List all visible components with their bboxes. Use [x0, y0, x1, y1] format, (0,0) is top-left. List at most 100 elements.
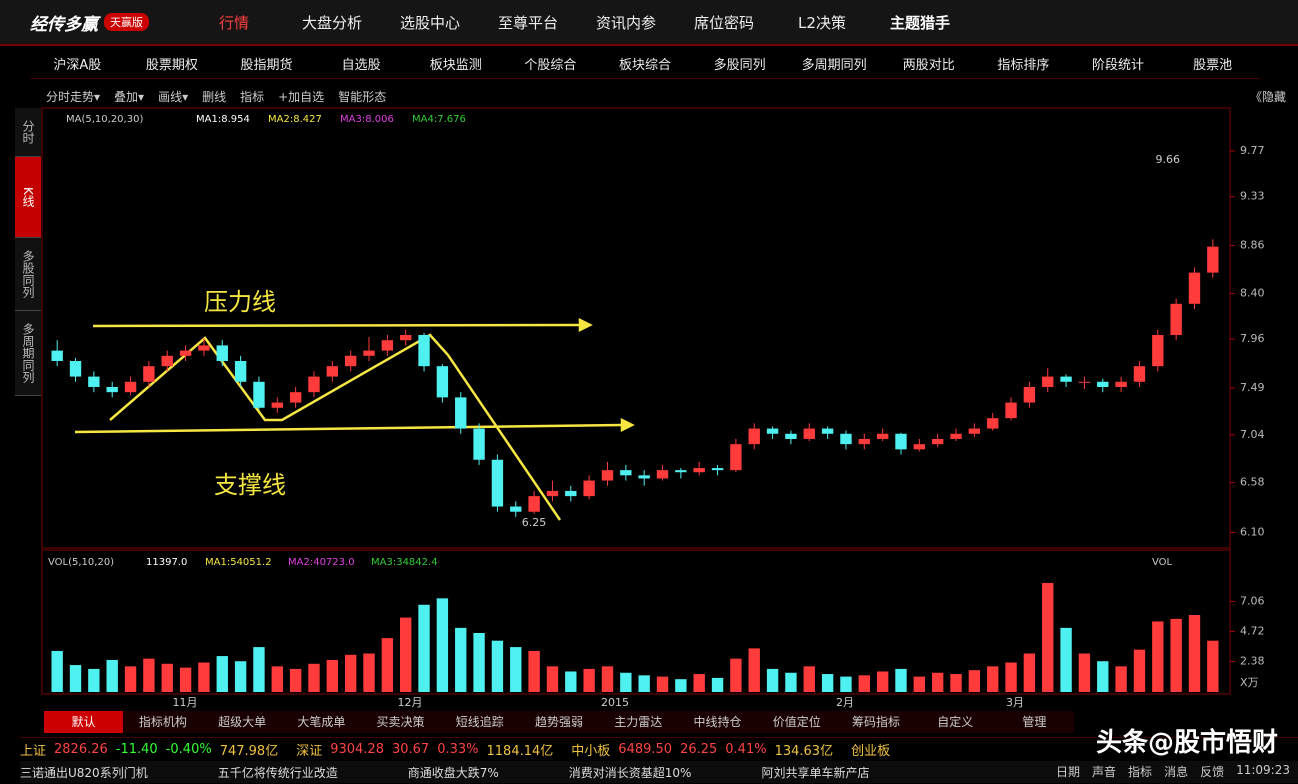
status-item[interactable]: 声音: [1092, 765, 1117, 779]
volume-bar: [1188, 615, 1201, 692]
nav-item[interactable]: 多股同列: [713, 57, 766, 73]
candle-body: [638, 475, 650, 479]
menu: 行情 大盘分析 选股中心 至尊平台 资讯内参 席位密码 L2决策 主题猎手: [185, 12, 969, 33]
bottom-tab[interactable]: 筹码指标: [851, 715, 900, 729]
arrow-head: [620, 417, 635, 433]
bottom-tab[interactable]: 指标机构: [138, 715, 187, 729]
bottom-tab[interactable]: 大笔成单: [297, 715, 346, 729]
nav-item[interactable]: 阶段统计: [1092, 57, 1145, 73]
status-bar: 日期 声音 指标 消息 反馈 11:09:23: [1056, 763, 1290, 780]
menu-item[interactable]: 行情: [218, 13, 249, 32]
status-item[interactable]: 反馈: [1200, 765, 1225, 779]
menu-item[interactable]: 至尊平台: [497, 13, 558, 32]
candle-body: [491, 459, 504, 507]
bottom-tab[interactable]: 价值定位: [772, 715, 821, 729]
candle-body: [1097, 381, 1109, 387]
hide-button[interactable]: 《隐藏: [1249, 90, 1286, 104]
bottom-tab[interactable]: 自定义: [937, 715, 974, 729]
toolbar-item[interactable]: 画线▾: [158, 89, 189, 104]
bottom-tab[interactable]: 默认: [44, 711, 124, 733]
candle-body: [1170, 303, 1182, 335]
bottom-tab[interactable]: 主力雷达: [614, 715, 663, 729]
nav-item[interactable]: 板块监测: [429, 57, 482, 73]
news-item[interactable]: 五千亿将传统行业改造: [217, 765, 338, 780]
candle-body: [748, 428, 760, 445]
nav-item[interactable]: 两股对比: [902, 57, 955, 73]
x-label: 3月: [1006, 696, 1024, 709]
menu-item[interactable]: 选股中心: [399, 13, 460, 32]
y-tick-label: 7.49: [1240, 381, 1265, 394]
nav-item[interactable]: 多周期同列: [801, 57, 867, 73]
nav-item[interactable]: 个股综合: [524, 57, 577, 73]
side-tab[interactable]: 分时: [15, 108, 41, 157]
nav-item[interactable]: 板块综合: [618, 57, 671, 73]
index-value: 2826.26: [54, 741, 108, 757]
max-label: 9.66: [1156, 153, 1181, 166]
logo: 经传多赢: [30, 14, 98, 35]
status-item[interactable]: 日期: [1056, 765, 1081, 779]
y-tick-label: 7.06: [1240, 594, 1265, 607]
menu-item[interactable]: L2决策: [798, 13, 846, 32]
side-tab[interactable]: 多股同列: [15, 237, 41, 311]
toolbar-item[interactable]: 叠加▾: [114, 89, 145, 104]
nav-item[interactable]: 股票期权: [145, 57, 198, 73]
index-value: -11.40: [115, 741, 158, 757]
toolbar-item[interactable]: 指标: [240, 89, 265, 104]
news-item[interactable]: 阿刘共享单车新产店: [761, 765, 870, 780]
menu-item[interactable]: 大盘分析: [301, 13, 362, 32]
volume-bar: [601, 666, 614, 692]
volume-bar: [491, 640, 504, 692]
bottom-tab[interactable]: 趋势强弱: [535, 715, 584, 729]
candle-body: [308, 376, 320, 393]
nav-item[interactable]: 指标排序: [997, 57, 1050, 73]
bottom-tab[interactable]: 管理: [1022, 715, 1047, 729]
status-item[interactable]: 消息: [1164, 765, 1189, 779]
bottom-tab[interactable]: 中线持仓: [693, 715, 742, 729]
nav-item[interactable]: 沪深A股: [53, 57, 102, 73]
index-name: 深证: [296, 743, 323, 759]
toolbar-item[interactable]: +加自选: [278, 89, 325, 104]
toolbar: 分时走势▾ 叠加▾ 画线▾ 删线 指标 +加自选 智能形态: [46, 86, 386, 106]
bottom-tab[interactable]: 超级大单: [218, 715, 267, 729]
candle-body: [1005, 402, 1017, 419]
nav-item[interactable]: 股指期货: [240, 57, 293, 73]
y-tick-label: 6.10: [1240, 526, 1265, 539]
bottom-tabs: 默认 指标机构 超级大单 大笔成单 买卖决策 短线追踪 趋势强弱 主力雷达 中线持仓 价值定位 筹码…: [44, 711, 1074, 733]
news-item[interactable]: 消费对消长资基超10%: [568, 765, 692, 780]
toolbar-item[interactable]: 智能形态: [338, 89, 387, 104]
nav-item[interactable]: 股票池: [1193, 57, 1233, 73]
volume-bar: [565, 671, 577, 692]
candle-body: [106, 386, 118, 393]
volume-bar: [803, 666, 815, 692]
volume-bar: [1005, 662, 1017, 692]
bottom-tab[interactable]: 短线追踪: [455, 715, 504, 729]
volume-bar: [876, 671, 889, 692]
side-tab[interactable]: K线: [15, 157, 41, 238]
volume-bar: [675, 679, 687, 692]
bottom-tab[interactable]: 买卖决策: [376, 715, 425, 729]
legend-item: MA1:54051.2: [205, 557, 272, 568]
menu-item[interactable]: 席位密码: [693, 13, 754, 32]
volume-bar: [1097, 661, 1109, 692]
candle-body: [730, 444, 742, 471]
news-bar: 三诺通出U820系列门机 五千亿将传统行业改造 商通收盘大跌7% 消费对消长资基超10…: [20, 761, 1298, 783]
y-tick-label: 9.77: [1240, 144, 1265, 157]
candle-body: [931, 438, 944, 445]
nav-item[interactable]: 自选股: [341, 57, 381, 73]
candle-body: [1133, 366, 1146, 382]
index-group: 上证 2826.26 -11.40 -0.40% 747.98亿: [20, 738, 278, 760]
index-value: 134.63亿: [774, 743, 834, 759]
candle-body: [1188, 272, 1201, 304]
news-item[interactable]: 商通收盘大跌7%: [407, 765, 499, 780]
side-tab[interactable]: 多周期同列: [15, 310, 41, 396]
status-item[interactable]: 指标: [1128, 765, 1153, 779]
toolbar-item[interactable]: 分时走势▾: [46, 89, 101, 104]
menu-item[interactable]: 主题猎手: [889, 13, 950, 32]
volume-bar: [748, 648, 760, 692]
volume-bar: [1133, 649, 1146, 692]
menu-item[interactable]: 资讯内参: [595, 13, 656, 32]
news-item[interactable]: 三诺通出U820系列门机: [20, 765, 148, 780]
toolbar-item[interactable]: 删线: [202, 89, 227, 104]
legend-item: MA3:8.006: [340, 114, 394, 125]
volume-bar: [693, 674, 705, 692]
